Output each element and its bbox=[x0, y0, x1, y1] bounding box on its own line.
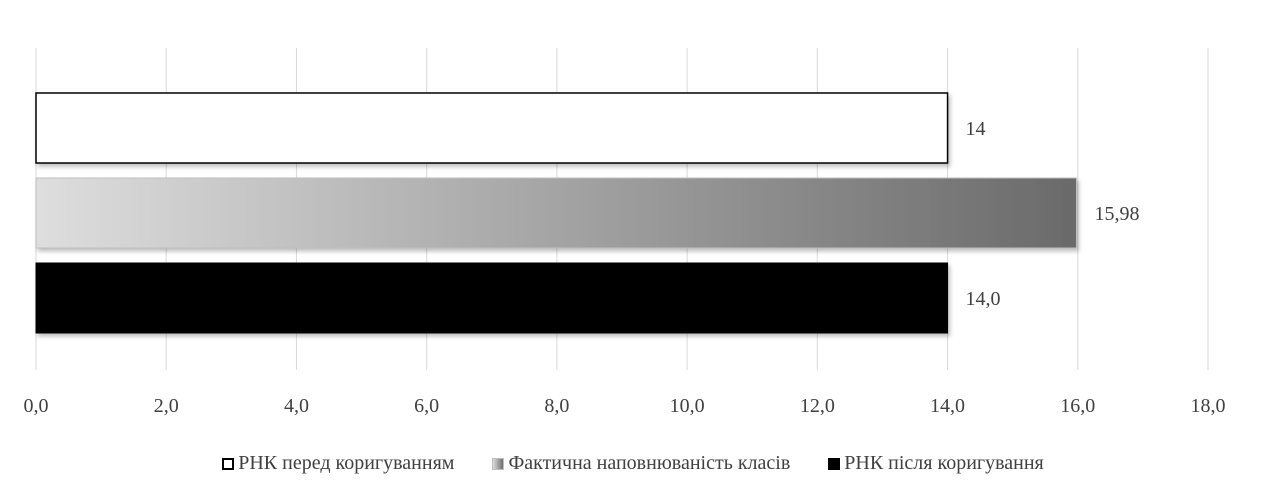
x-tick-label: 14,0 bbox=[930, 395, 965, 417]
x-tick-label: 18,0 bbox=[1191, 395, 1226, 417]
bar-1 bbox=[35, 177, 1077, 249]
bar-2 bbox=[35, 262, 949, 334]
bar-chart-svg: 0,0 2,0 4,0 6,0 8,0 10,0 12,0 14,0 16,0 18,0 14 15… bbox=[24, 48, 1226, 417]
data-labels: 14 15,98 14,0 bbox=[966, 118, 1140, 310]
x-tick-label: 0,0 bbox=[24, 395, 49, 417]
bar-0 bbox=[35, 92, 949, 164]
bars bbox=[35, 92, 1077, 334]
legend: РНК перед коригуванням Фактична наповнюв… bbox=[0, 452, 1266, 475]
legend-label-before: РНК перед коригуванням bbox=[238, 452, 455, 474]
legend-item-after: РНК після коригування bbox=[828, 452, 1044, 475]
data-label-1: 15,98 bbox=[1094, 203, 1139, 225]
x-tick-label: 16,0 bbox=[1060, 395, 1095, 417]
x-tick-label: 10,0 bbox=[670, 395, 705, 417]
legend-item-actual: Фактична наповнюваність класів bbox=[492, 452, 790, 475]
data-label-0: 14 bbox=[966, 118, 986, 140]
x-axis-ticks: 0,0 2,0 4,0 6,0 8,0 10,0 12,0 14,0 16,0 18,0 bbox=[24, 395, 1226, 417]
legend-swatch-after bbox=[828, 457, 841, 470]
x-tick-label: 2,0 bbox=[154, 395, 179, 417]
legend-label-actual: Фактична наповнюваність класів bbox=[508, 452, 791, 474]
legend-swatch-actual bbox=[492, 457, 505, 470]
x-tick-label: 6,0 bbox=[414, 395, 439, 417]
x-tick-label: 8,0 bbox=[544, 395, 569, 417]
legend-item-before: РНК перед коригуванням bbox=[222, 452, 454, 475]
x-tick-label: 4,0 bbox=[284, 395, 309, 417]
legend-swatch-before bbox=[222, 457, 235, 470]
x-tick-label: 12,0 bbox=[800, 395, 835, 417]
legend-label-after: РНК після коригування bbox=[844, 452, 1044, 474]
data-label-2: 14,0 bbox=[966, 288, 1001, 310]
